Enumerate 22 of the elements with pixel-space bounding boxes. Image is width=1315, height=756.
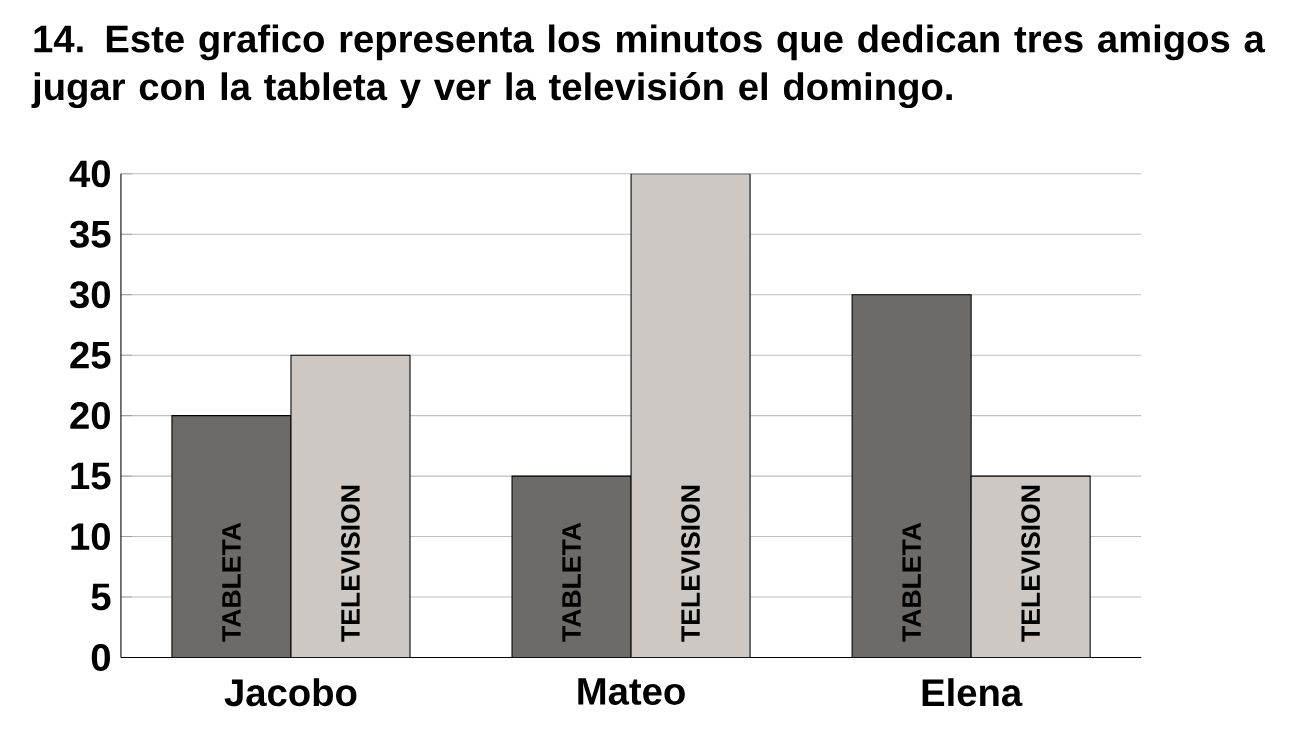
y-tick-label: 10: [71, 523, 110, 551]
text: TELEVISION: [341, 486, 360, 642]
bar: [290, 355, 410, 658]
x-tick-label: Elena: [922, 678, 1023, 707]
y-tick-label: 20: [70, 402, 110, 430]
bar: [631, 173, 751, 658]
x-tick-label: Mateo: [578, 678, 685, 706]
text: TABLETA: [562, 522, 581, 642]
text: TELEVISION: [681, 486, 700, 642]
chart-title: 14. Este grafico representa los minutos que dedican tres amigos a jugar con la tableta y ver la televisión el domingo.: [31, 24, 1266, 109]
series-label: TELEVISION: [1021, 486, 1041, 642]
y-tick-label: 25: [70, 341, 111, 369]
y-tick-label: 40: [69, 160, 110, 188]
x-tick-label: Jacobo: [224, 678, 357, 707]
text: TABLETA: [902, 522, 921, 642]
y-tick-label: 5: [91, 583, 111, 611]
y-tick-label: 15: [71, 462, 111, 490]
y-tick-label: 0: [91, 644, 110, 672]
y-tick-label: 35: [69, 220, 111, 248]
y-tick-label: 30: [69, 281, 110, 309]
series-label: TABLETA: [222, 522, 241, 642]
bar: [970, 475, 1091, 658]
